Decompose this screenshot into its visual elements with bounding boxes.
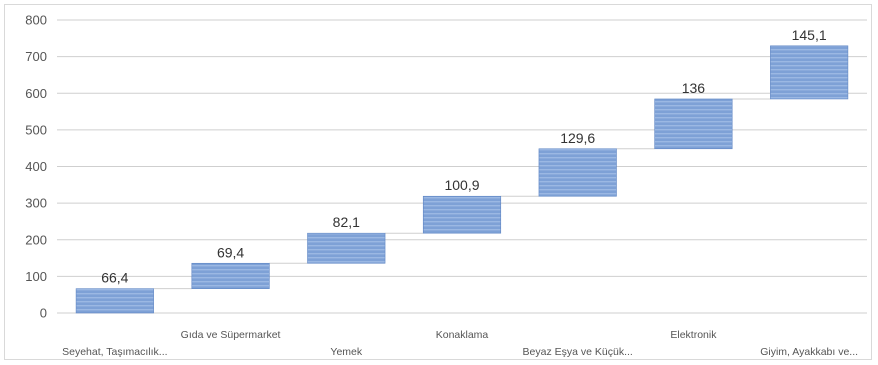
bar: [770, 45, 849, 100]
bars: [75, 45, 849, 314]
bar: [75, 288, 154, 314]
y-tick-label: 400: [25, 159, 47, 174]
category-label: Gıda ve Süpermarket: [181, 329, 281, 341]
category-label: Giyim, Ayakkabı ve...: [760, 346, 858, 358]
y-tick-label: 100: [25, 269, 47, 284]
data-label: 145,1: [792, 27, 827, 43]
data-label: 129,6: [560, 130, 595, 146]
y-tick-label: 700: [25, 49, 47, 64]
gridlines: [57, 19, 867, 314]
data-label: 66,4: [101, 270, 128, 286]
bar: [422, 195, 502, 234]
category-label: Elektronik: [670, 329, 717, 341]
waterfall-chart: 0 100 200 300 400 500 600 700 800 66,4 69,4 82,1 10…: [25, 13, 867, 358]
y-tick-label: 600: [25, 86, 47, 101]
data-labels: 66,4 69,4 82,1 100,9 129,6 136 145,1: [101, 27, 827, 286]
data-label: 100,9: [444, 177, 479, 193]
category-label: Konaklama: [436, 329, 489, 341]
bar: [654, 98, 733, 150]
y-tick-label: 300: [25, 196, 47, 211]
y-axis: 0 100 200 300 400 500 600 700 800: [25, 13, 47, 321]
connectors: [153, 98, 771, 290]
bar: [191, 262, 270, 289]
category-label: Beyaz Eşya ve Küçük...: [523, 346, 633, 358]
data-label: 69,4: [217, 244, 244, 260]
category-label: Yemek: [330, 346, 362, 358]
y-tick-label: 800: [25, 13, 47, 28]
chart-frame: 0 100 200 300 400 500 600 700 800 66,4 69,4 82,1 10…: [4, 4, 872, 360]
bar: [307, 232, 386, 264]
data-label: 136: [682, 80, 706, 96]
bar: [538, 148, 617, 197]
data-label: 82,1: [333, 214, 360, 230]
y-tick-label: 500: [25, 122, 47, 137]
category-label: Seyehat, Taşımacılık...: [62, 346, 167, 358]
y-tick-label: 200: [25, 232, 47, 247]
x-axis: Seyehat, Taşımacılık... Gıda ve Süpermark…: [62, 329, 858, 358]
y-tick-label: 0: [40, 306, 47, 321]
